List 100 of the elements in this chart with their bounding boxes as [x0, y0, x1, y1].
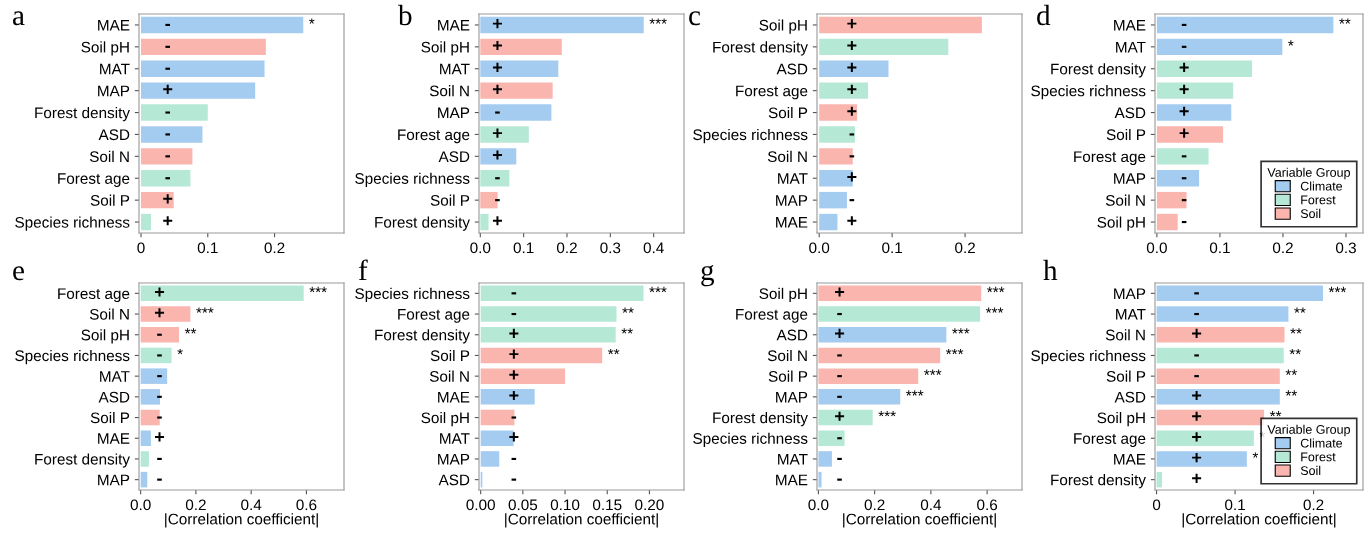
- y-tick-label: MAE: [98, 19, 130, 31]
- y-tick-label: Soil N: [1105, 194, 1145, 206]
- annotation: -: [511, 478, 517, 481]
- x-tick-label: 0.4: [643, 242, 664, 254]
- bar: [1156, 326, 1285, 343]
- annotation: +: [1192, 390, 1202, 401]
- annotation: +: [1192, 411, 1202, 421]
- data-label: ***: [649, 18, 667, 24]
- bar: [1156, 126, 1224, 143]
- annotation: +: [847, 216, 857, 226]
- annotation: +: [163, 216, 173, 226]
- bar: [480, 285, 644, 302]
- y-tick-label: MAT: [100, 371, 130, 382]
- bar: [819, 82, 869, 99]
- y-tick-label: Forest age: [58, 173, 130, 187]
- annotation: +: [492, 128, 502, 138]
- x-tick-label: 0.2: [556, 242, 577, 254]
- y-tick-label: ASD: [1114, 391, 1146, 403]
- bar: [819, 213, 838, 231]
- x-tick-label: 0.20: [635, 499, 664, 511]
- y-tick-label: MAT: [1116, 41, 1146, 53]
- annotation: -: [495, 111, 500, 114]
- data-label: *: [1252, 452, 1259, 458]
- bar: [819, 191, 847, 209]
- x-tick-label: 0.1: [513, 242, 534, 254]
- bar: [480, 451, 500, 467]
- bar: [818, 306, 981, 322]
- bar: [141, 170, 191, 187]
- chart-title: c: [689, 11, 701, 26]
- y-tick-label: Soil P: [90, 412, 130, 424]
- bar: [480, 191, 498, 209]
- annotation: -: [1181, 177, 1187, 180]
- annotation: -: [849, 133, 855, 136]
- y-tick-label: Soil N: [429, 85, 469, 97]
- y-tick-label: ASD: [776, 329, 808, 341]
- annotation: -: [511, 457, 517, 461]
- annotation: +: [492, 40, 502, 51]
- x-tick-label: 0.3: [600, 242, 621, 254]
- annotation: +: [847, 40, 857, 51]
- y-tick-label: Species richness: [693, 432, 808, 447]
- annotation: +: [847, 172, 857, 182]
- annotation: -: [837, 354, 842, 357]
- y-tick-label: MAP: [776, 391, 808, 403]
- annotation: -: [157, 375, 162, 378]
- y-tick-label: MAT: [778, 173, 808, 184]
- annotation: -: [165, 23, 170, 27]
- y-tick-label: MAP: [1114, 173, 1146, 184]
- data-label: ***: [649, 286, 667, 293]
- y-tick-label: Forest density: [375, 329, 470, 344]
- annotation: -: [837, 375, 842, 378]
- bar: [819, 60, 889, 77]
- y-tick-label: Species richness: [15, 349, 130, 365]
- bar: [1156, 347, 1284, 364]
- data-label: ***: [906, 390, 924, 396]
- bar: [819, 38, 949, 56]
- annotation: +: [492, 150, 502, 160]
- bar: [1156, 38, 1283, 56]
- x-tick-label: 0.05: [508, 499, 538, 511]
- x-tick-label: 0: [137, 242, 145, 254]
- x-tick-label: 0.10: [550, 499, 580, 511]
- bar: [140, 368, 168, 384]
- y-tick-label: MAE: [776, 474, 808, 486]
- annotation: +: [509, 328, 519, 338]
- data-label: **: [622, 307, 634, 313]
- y-tick-label: MAP: [1114, 288, 1146, 299]
- y-tick-label: ASD: [98, 391, 130, 403]
- annotation: -: [1194, 375, 1199, 378]
- annotation: +: [847, 19, 857, 29]
- y-tick-label: MAE: [98, 433, 130, 444]
- bar: [140, 389, 160, 405]
- bar: [819, 16, 982, 34]
- x-tick-label: 0.0: [130, 499, 151, 511]
- annotation: -: [849, 155, 855, 158]
- x-tick-label: 0.1: [1225, 499, 1245, 511]
- annotation: +: [492, 84, 502, 94]
- bar: [480, 213, 489, 231]
- chart-title: f: [358, 259, 368, 281]
- data-label: ***: [945, 348, 964, 355]
- bar: [1156, 285, 1323, 302]
- legend-label: Climate: [1300, 438, 1343, 448]
- y-tick-label: Forest age: [1074, 151, 1146, 166]
- annotation: -: [157, 457, 162, 461]
- legend-title: Variable Group: [1267, 424, 1350, 437]
- annotation: -: [157, 416, 162, 419]
- annotation: +: [509, 370, 519, 380]
- annotation: +: [509, 390, 519, 401]
- y-tick-label: Soil pH: [421, 412, 469, 427]
- data-label: *: [309, 18, 315, 24]
- annotation: -: [165, 111, 170, 114]
- annotation: +: [847, 84, 857, 94]
- y-tick-label: ASD: [776, 63, 808, 75]
- bar: [1156, 306, 1289, 322]
- data-label: **: [621, 328, 633, 334]
- data-label: ***: [952, 328, 970, 334]
- annotation: +: [163, 84, 173, 94]
- bar: [141, 148, 193, 165]
- annotation: +: [1179, 128, 1189, 138]
- annotation: +: [509, 349, 519, 359]
- data-label: ***: [924, 369, 942, 375]
- x-tick-label: 0.00: [466, 499, 495, 511]
